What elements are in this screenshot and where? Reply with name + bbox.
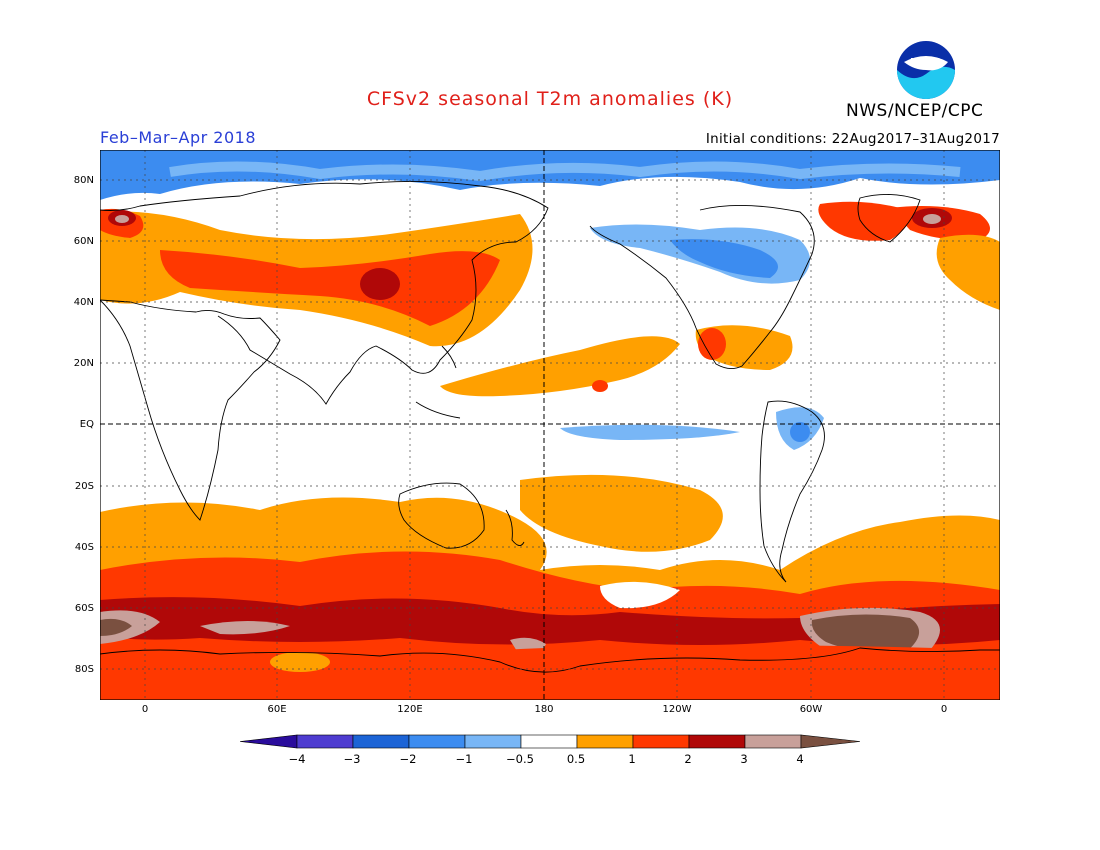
lon-label: 120W: [662, 704, 692, 715]
legend-label: −3: [343, 752, 361, 766]
forecast-period: Feb–Mar–Apr 2018: [100, 128, 256, 147]
lon-label: 0: [940, 704, 948, 715]
lon-label: 60W: [799, 704, 823, 715]
legend-swatch: [688, 734, 746, 749]
color-scale-legend: [240, 734, 860, 749]
legend-swatch: [632, 734, 690, 749]
legend-swatch: [408, 734, 466, 749]
lat-label: 20S: [74, 481, 94, 492]
legend-label: −0.5: [506, 752, 534, 766]
legend-swatch: [744, 734, 802, 749]
lat-label: 60N: [73, 236, 94, 247]
legend-label: 1: [628, 752, 636, 766]
legend-swatch: [800, 734, 860, 749]
agency-label: NWS/NCEP/CPC: [846, 101, 984, 121]
legend-swatch: [352, 734, 410, 749]
lon-label: 120E: [397, 704, 423, 715]
legend-swatch: [464, 734, 522, 749]
svg-text:NOAA: NOAA: [910, 57, 942, 68]
legend-label: −1: [455, 752, 473, 766]
lat-label: 80S: [74, 664, 94, 675]
legend-label: 0.5: [566, 752, 586, 766]
lat-label: 80N: [73, 175, 94, 186]
lat-label: 20N: [73, 358, 94, 369]
legend-label: 3: [740, 752, 748, 766]
lat-label: 40N: [73, 297, 94, 308]
lat-label: 40S: [74, 542, 94, 553]
legend-label: 4: [796, 752, 804, 766]
legend-swatch: [576, 734, 634, 749]
legend-swatch: [240, 734, 298, 749]
anomaly-map: [100, 150, 1000, 700]
lat-label: EQ: [79, 419, 94, 430]
legend-label: −2: [399, 752, 417, 766]
legend-label: −4: [288, 752, 306, 766]
legend-label: 2: [684, 752, 692, 766]
noaa-logo: NOAA: [897, 41, 955, 99]
lat-label: 60S: [74, 603, 94, 614]
map-title: CFSv2 seasonal T2m anomalies (K): [366, 88, 734, 110]
lon-label: 180: [534, 704, 554, 715]
legend-swatch: [296, 734, 354, 749]
initial-conditions: Initial conditions: 22Aug2017–31Aug2017: [705, 131, 1000, 147]
lon-label: 0: [141, 704, 149, 715]
lon-label: 60E: [267, 704, 287, 715]
legend-swatch: [520, 734, 578, 749]
